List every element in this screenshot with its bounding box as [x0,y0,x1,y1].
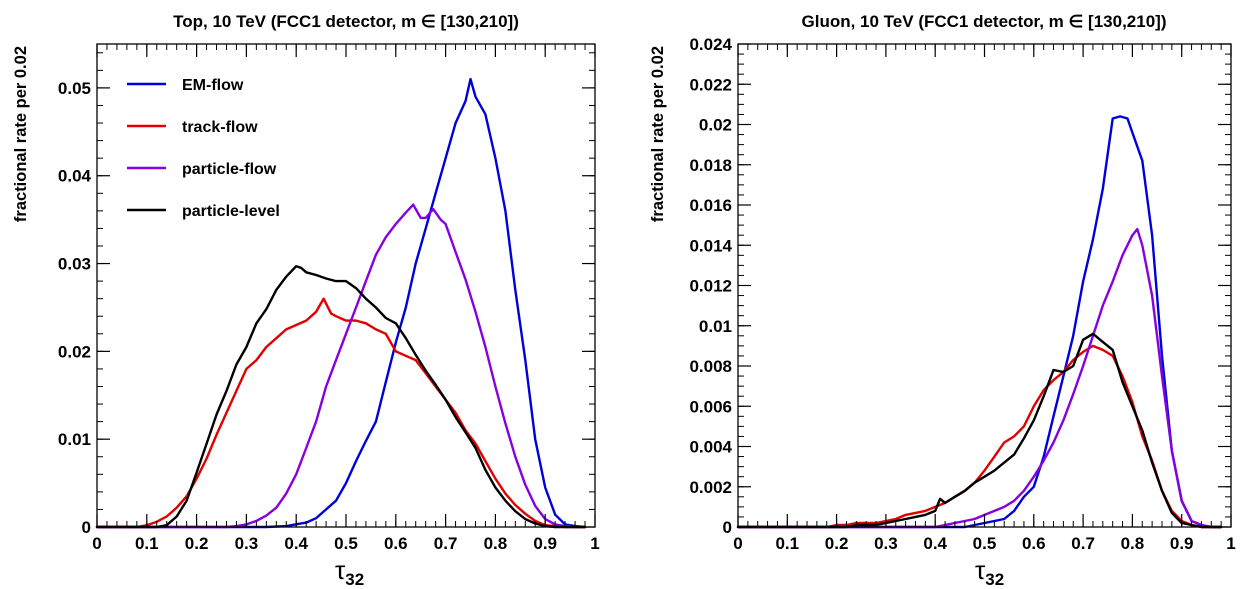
series-line-em-flow [95,77,587,529]
x-tick-label: 0.3 [874,534,898,553]
x-tick-label: 0.5 [334,534,358,553]
x-axis-label-subscript: 32 [985,570,1004,589]
y-tick-label: 0.002 [689,478,732,497]
x-tick-label: 1 [590,534,599,553]
x-axis-label-symbol: τ [335,555,346,585]
x-axis-label-subscript: 32 [345,570,364,589]
y-tick-label: 0.016 [689,196,732,215]
chart-title: Top, 10 TeV (FCC1 detector, m ∈ [130,210… [173,12,519,31]
x-tick-label: 0.6 [384,534,408,553]
y-tick-label: 0.006 [689,397,732,416]
series-line-particle-level [95,265,587,529]
legend-label: particle-level [182,203,280,220]
y-tick-label: 0.02 [58,342,91,361]
y-tick-label: 0.04 [58,167,92,186]
x-tick-label: 0.8 [484,534,508,553]
x-tick-label: 1 [1226,534,1235,553]
x-tick-label: 0.8 [1121,534,1145,553]
x-tick-label: 0 [733,534,742,553]
x-axis-label: τ32 [335,555,364,589]
x-tick-label: 0.2 [185,534,209,553]
x-axis-label-symbol: τ [975,555,986,585]
chart-title: Gluon, 10 TeV (FCC1 detector, m ∈ [130,2… [802,12,1167,31]
x-tick-label: 0.5 [973,534,997,553]
y-tick-label: 0.01 [58,430,91,449]
y-tick-label: 0.024 [689,35,732,54]
y-tick-label: 0.004 [689,438,732,457]
legend-label: track-flow [182,119,258,136]
x-tick-label: 0.4 [284,534,308,553]
y-tick-label: 0.008 [689,357,732,376]
y-axis-label: fractional rate per 0.02 [12,46,30,222]
x-tick-label: 0.1 [775,534,799,553]
y-axis-label: fractional rate per 0.02 [649,46,667,222]
series-line-track-flow [736,344,1223,529]
y-tick-label: 0.05 [58,79,91,98]
x-tick-label: 0 [92,534,101,553]
y-tick-label: 0 [723,518,732,537]
x-tick-label: 0.9 [1170,534,1194,553]
panel-gluon: 0 0.1 0.2 0.3 0.4 0.5 0.6 0.7 0.8 0.9 1 0 0.002 0.004… [649,12,1236,589]
x-tick-label: 0.3 [235,534,259,553]
legend-label: EM-flow [182,77,244,94]
x-tick-label: 0.9 [533,534,557,553]
x-tick-label: 0.6 [1022,534,1046,553]
x-tick-label: 0.2 [825,534,849,553]
y-tick-label: 0 [82,518,91,537]
panel-top: 0 0.1 0.2 0.3 0.4 0.5 0.6 0.7 0.8 0.9 1 0 0.01 0.02 0.… [12,12,600,589]
plot-frame [96,43,596,528]
series-line-particle-flow [736,227,1223,529]
x-tick-label: 0.1 [135,534,159,553]
series-line-particle-flow [95,203,587,529]
y-tick-label: 0.022 [689,75,732,94]
y-tick-label: 0.012 [689,277,732,296]
y-tick-label: 0.02 [699,116,732,135]
y-tick-label: 0.03 [58,255,91,274]
y-tick-label: 0.014 [689,236,732,255]
x-tick-label: 0.4 [923,534,947,553]
x-axis-label: τ32 [975,555,1004,589]
x-tick-label: 0.7 [434,534,458,553]
x-tick-label: 0.7 [1071,534,1095,553]
series-line-em-flow [736,115,1223,529]
series-line-particle-level [736,332,1223,529]
y-tick-label: 0.018 [689,156,732,175]
y-tick-label: 0.01 [699,317,732,336]
legend-label: particle-flow [182,161,277,178]
